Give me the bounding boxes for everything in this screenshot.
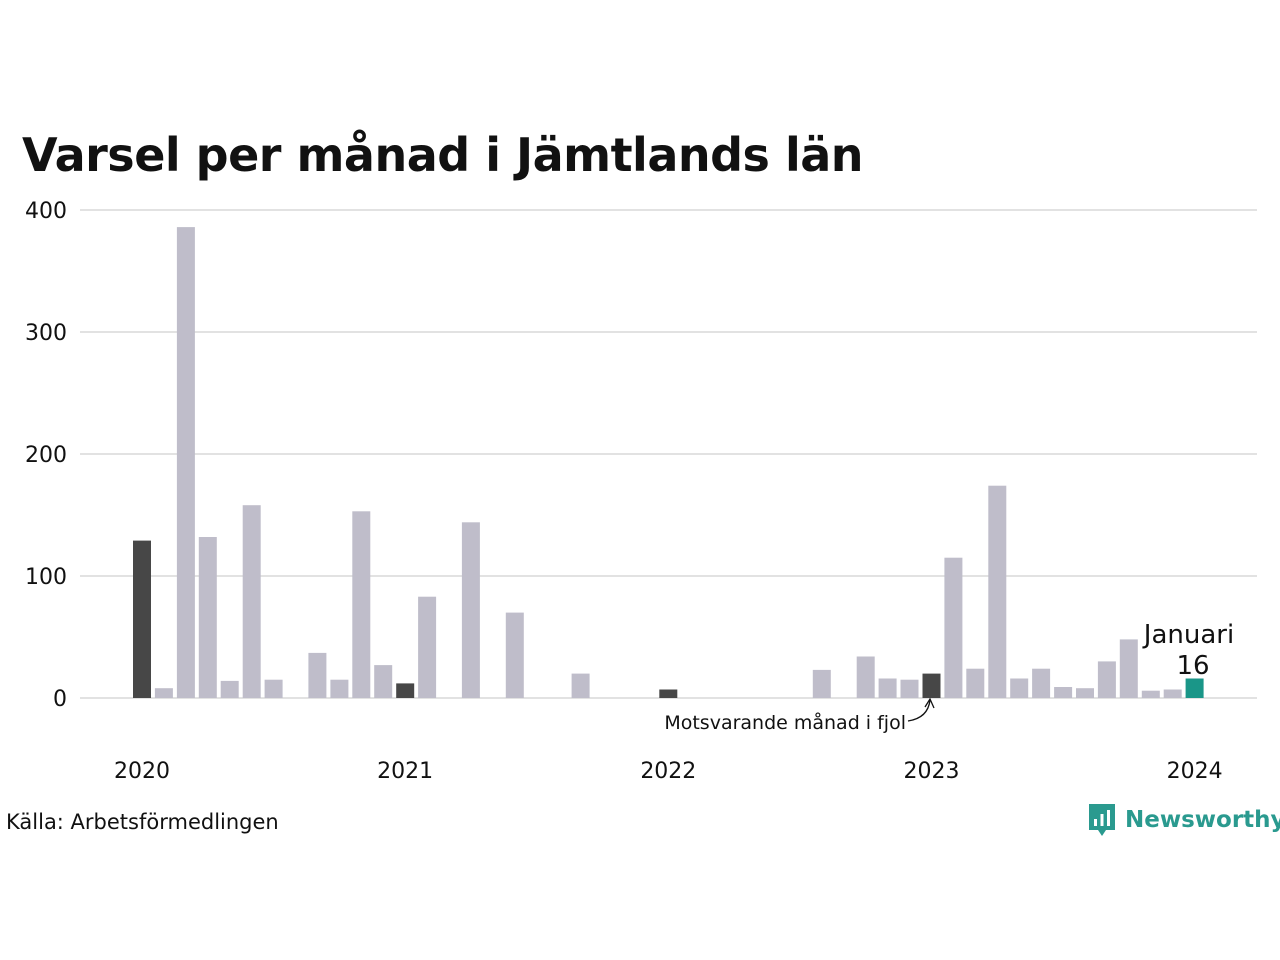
bar-2020-07 [264,679,283,698]
bar-2023-05 [1010,678,1029,698]
x-tick-label: 2022 [640,759,696,784]
x-tick-label: 2023 [903,759,959,784]
bar-2023-09 [1097,661,1116,698]
bars [133,227,1204,698]
chart-title: Varsel per månad i Jämtlands län [22,128,864,182]
bar-2020-12 [374,665,393,698]
annotation-arrow [907,699,931,722]
bar-2021-01 [396,683,415,698]
bar-2023-10 [1119,639,1138,698]
bar-2020-03 [176,227,195,698]
y-tick-label: 0 [53,687,67,712]
bar-2022-10 [856,656,875,698]
bar-2020-04 [198,537,217,698]
highlight-month-label: Januari [1142,620,1234,650]
bar-2023-04 [988,485,1007,698]
y-tick-label: 300 [25,321,67,346]
bar-2023-03 [966,668,985,698]
y-tick-label: 200 [25,443,67,468]
annotation-arrowhead [924,697,935,709]
source-note: Källa: Arbetsförmedlingen [6,810,279,834]
bar-2020-10 [330,679,349,698]
bar-chart: 0 100 200 300 400 2020 2021 2022 2023 2024 Motsv… [25,199,1257,784]
annotations: Motsvarande månad i fjol Januari 16 [664,620,1234,734]
brand-name: Newsworthy [1125,807,1280,833]
y-tick-label: 100 [25,565,67,590]
bar-2021-09 [571,673,590,698]
bar-2020-02 [154,688,173,698]
bar-2020-09 [308,652,327,698]
bar-2023-02 [944,557,963,698]
bar-2023-08 [1076,688,1094,698]
x-tick-label: 2024 [1167,759,1223,784]
y-axis-ticks: 0 100 200 300 400 [25,199,67,712]
bar-2024-01 [1185,678,1204,698]
x-tick-label: 2020 [114,759,170,784]
x-tick-label: 2021 [377,759,433,784]
bar-2020-05 [220,680,239,698]
bar-2022-01 [659,689,678,698]
bar-2023-07 [1054,687,1073,698]
bar-2022-11 [878,678,897,698]
bar-2022-12 [900,679,919,698]
bar-2021-06 [505,612,524,698]
bar-2023-01 [922,673,941,698]
bar-2020-11 [352,511,371,698]
x-axis-ticks: 2020 2021 2022 2023 2024 [114,759,1223,784]
bar-2021-04 [461,522,480,698]
bar-2020-06 [242,505,261,698]
bar-2023-11 [1141,690,1160,698]
highlight-value-label: 16 [1176,651,1209,681]
bar-2023-06 [1032,668,1051,698]
same-month-annotation: Motsvarande månad i fjol [664,711,906,734]
bar-2023-12 [1163,689,1182,698]
bar-2020-01 [133,540,151,698]
bar-chart-badge-icon [1089,804,1115,836]
y-tick-label: 400 [25,199,67,224]
bar-2022-08 [812,669,831,698]
brand-logo: Newsworthy [1087,802,1280,838]
bar-2021-02 [418,596,437,698]
